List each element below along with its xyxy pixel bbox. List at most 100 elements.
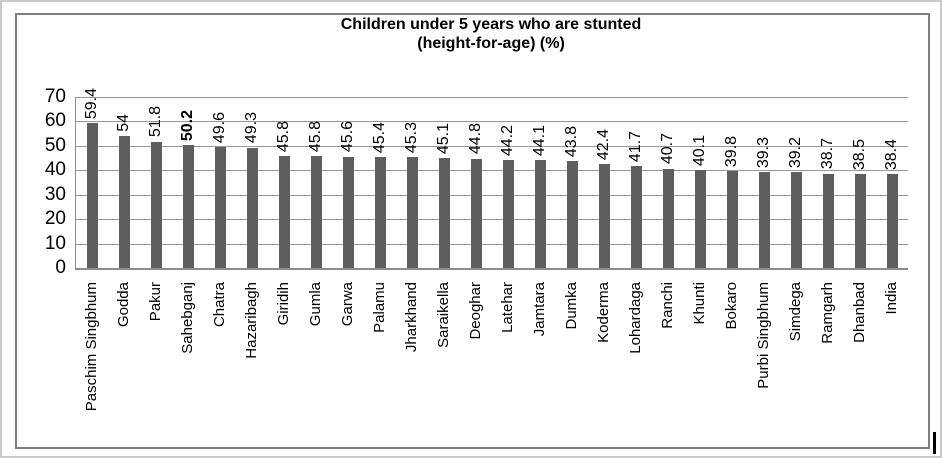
bar-value-label: 44.2 bbox=[499, 124, 516, 156]
y-tick-label: 40 bbox=[44, 159, 66, 181]
category-label: Chatra bbox=[211, 282, 228, 328]
category-slot: 40.1 Khunti bbox=[684, 97, 716, 325]
y-tick-label: 50 bbox=[44, 134, 66, 156]
category-label: Purbi Singbhum bbox=[755, 282, 772, 389]
category-label: Latehar bbox=[499, 282, 516, 333]
bar-value-label: 42.4 bbox=[595, 129, 612, 161]
category-slot: 43.8 Dumka bbox=[556, 97, 588, 330]
category-slot: 39.8 Bokaro bbox=[716, 97, 748, 330]
bars-row: 59.4 Paschim Singbhum 54 Godda 51.8 Pakur 50.2… bbox=[76, 88, 908, 411]
category-slot: 42.4 Koderma bbox=[588, 97, 620, 343]
chart-title-line1: Children under 5 years who are stunted bbox=[340, 16, 642, 33]
category-slot: 51.8 Pakur bbox=[140, 97, 172, 321]
y-tick-label: 70 bbox=[44, 86, 66, 107]
category-label: Lohardaga bbox=[627, 282, 644, 354]
category-label: Saraikella bbox=[435, 282, 452, 348]
bar[interactable] bbox=[406, 157, 418, 268]
bar-value-label: 45.8 bbox=[275, 120, 292, 153]
category-label: India bbox=[883, 282, 900, 315]
bar[interactable] bbox=[150, 141, 162, 268]
category-label: Deoghar bbox=[467, 282, 484, 340]
category-slot: 45.3 Jharkhand bbox=[396, 97, 428, 352]
category-label: Ranchi bbox=[659, 282, 676, 329]
bar[interactable] bbox=[534, 160, 546, 268]
bar-value-label: 54 bbox=[115, 114, 132, 133]
category-slot: 50.2 Sahebganj bbox=[172, 97, 204, 353]
bar-value-label: 49.3 bbox=[243, 112, 260, 144]
category-slot: 44.8 Deoghar bbox=[460, 97, 492, 339]
bar-value-label: 45.8 bbox=[307, 120, 324, 153]
bar[interactable] bbox=[342, 156, 354, 268]
bar[interactable] bbox=[566, 161, 578, 268]
bar[interactable] bbox=[694, 170, 706, 268]
category-label: Bokaro bbox=[723, 282, 740, 330]
category-slot: 59.4 Paschim Singbhum bbox=[76, 88, 108, 411]
bar[interactable] bbox=[278, 156, 290, 268]
category-label: Dhanbad bbox=[851, 282, 868, 343]
category-label: Hazaribagh bbox=[243, 282, 260, 359]
gridline bbox=[76, 243, 908, 245]
category-label: Gumla bbox=[307, 282, 324, 327]
category-slot: 49.3 Hazaribagh bbox=[236, 97, 268, 358]
gridline bbox=[76, 145, 908, 147]
bar[interactable] bbox=[182, 145, 194, 268]
gridline bbox=[76, 170, 908, 172]
bar[interactable] bbox=[662, 168, 674, 268]
bar-value-label: 38.4 bbox=[883, 139, 900, 171]
bar-value-label: 40.7 bbox=[659, 133, 676, 165]
bar-value-label: 43.8 bbox=[563, 125, 580, 157]
category-label: Jamtara bbox=[531, 282, 548, 337]
bar-value-label: 39.3 bbox=[755, 136, 772, 168]
category-slot: 54 Godda bbox=[108, 97, 140, 327]
bar[interactable] bbox=[86, 122, 98, 268]
category-label: Palamu bbox=[371, 282, 388, 333]
category-label: Jharkhand bbox=[403, 282, 420, 353]
bar-value-label: 38.7 bbox=[819, 138, 836, 170]
category-slot: 38.7 Ramgarh bbox=[812, 97, 844, 343]
bar[interactable] bbox=[502, 160, 514, 268]
category-label: Godda bbox=[115, 282, 132, 328]
bar-value-label: 49.6 bbox=[211, 111, 228, 143]
chart-title-line2: (height-for-age) (%) bbox=[417, 35, 565, 52]
bar[interactable] bbox=[726, 170, 738, 268]
category-slot: 44.1 Jamtara bbox=[524, 97, 556, 336]
bar-value-label: 51.8 bbox=[147, 106, 164, 138]
bar-value-label: 45.3 bbox=[403, 122, 420, 154]
bar-value-label: 44.8 bbox=[467, 123, 484, 155]
bar-value-label: 45.6 bbox=[339, 121, 356, 153]
category-slot: 38.4 India bbox=[876, 97, 908, 314]
category-label: Ramgarh bbox=[819, 282, 836, 344]
bar[interactable] bbox=[374, 157, 386, 268]
bar-value-label: 44.1 bbox=[531, 125, 548, 157]
plot-area: 59.4 Paschim Singbhum 54 Godda 51.8 Pakur 50.2… bbox=[75, 88, 908, 411]
bar[interactable] bbox=[118, 136, 130, 268]
y-tick-label: 10 bbox=[44, 232, 66, 254]
y-tick-label: 0 bbox=[55, 257, 66, 278]
bar[interactable] bbox=[790, 172, 802, 268]
bar[interactable] bbox=[758, 172, 770, 268]
gridline bbox=[76, 121, 908, 123]
bar[interactable] bbox=[438, 157, 450, 268]
category-slot: 38.5 Dhanbad bbox=[844, 97, 876, 343]
category-slot: 45.8 Giridih bbox=[268, 97, 300, 325]
bar[interactable] bbox=[854, 173, 866, 268]
category-slot: 41.7 Lohardaga bbox=[620, 97, 652, 354]
chart-title: Children under 5 years who are stunted (… bbox=[75, 15, 907, 53]
category-slot: 39.3 Purbi Singbhum bbox=[748, 97, 780, 389]
bar-value-label: 50.2 bbox=[179, 110, 196, 142]
bar[interactable] bbox=[310, 156, 322, 268]
bar[interactable] bbox=[630, 166, 642, 268]
category-label: Khunti bbox=[691, 282, 708, 325]
bar[interactable] bbox=[214, 146, 226, 268]
bar[interactable] bbox=[470, 158, 482, 268]
bar[interactable] bbox=[886, 174, 898, 268]
gridline bbox=[76, 97, 908, 98]
bar[interactable] bbox=[598, 164, 610, 268]
bar[interactable] bbox=[822, 173, 834, 268]
category-label: Sahebganj bbox=[179, 282, 196, 354]
bar-value-label: 45.4 bbox=[371, 121, 388, 154]
category-slot: 45.4 Palamu bbox=[364, 97, 396, 333]
category-label: Koderma bbox=[595, 282, 612, 343]
bar[interactable] bbox=[246, 147, 258, 268]
